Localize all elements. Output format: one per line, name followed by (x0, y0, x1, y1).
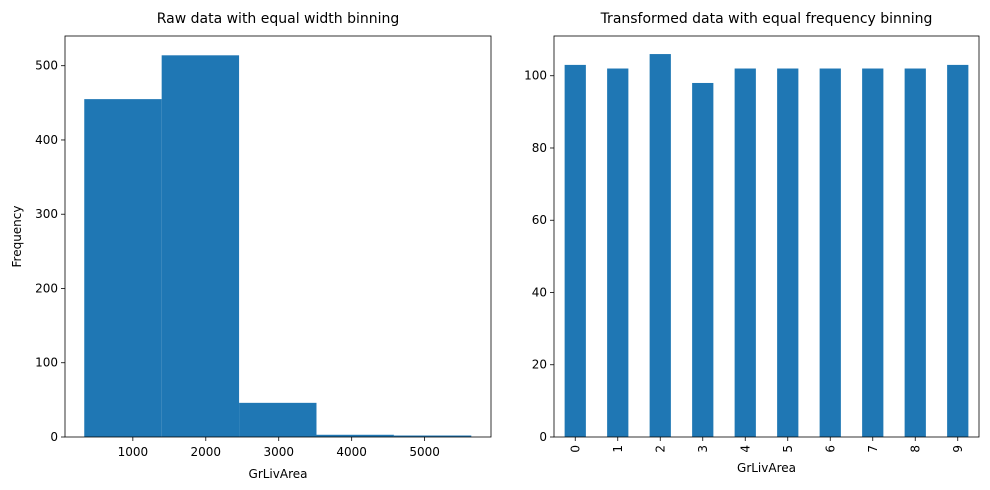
x-tick-label: 4000 (336, 445, 367, 459)
y-tick-label: 80 (532, 141, 547, 155)
x-tick-label: 3 (696, 445, 710, 453)
plot-frame (64, 35, 492, 438)
category-bar (819, 68, 841, 437)
y-axis-ticks: 0 20 40 60 80 100 (524, 69, 554, 444)
y-tick-label: 100 (35, 356, 58, 370)
y-axis-ticks: 0 100 200 300 400 500 (35, 59, 65, 444)
x-tick-label: 8 (908, 445, 922, 453)
category-bar (649, 54, 671, 438)
x-axis-ticks: 1000 2000 3000 4000 5000 (118, 437, 440, 459)
x-tick-label: 2 (653, 445, 667, 453)
y-tick-label: 300 (35, 207, 58, 221)
x-axis-label: GrLivArea (737, 461, 796, 475)
x-tick-label: 5 (781, 445, 795, 453)
x-tick-label: 2000 (191, 445, 222, 459)
y-tick-label: 60 (532, 213, 547, 227)
x-axis-ticks: 0 1 2 3 4 5 6 7 8 9 (568, 437, 965, 453)
category-bars (564, 54, 969, 438)
x-tick-label: 5000 (409, 445, 440, 459)
category-bar (607, 68, 629, 437)
y-tick-label: 400 (35, 133, 58, 147)
plot-frame (553, 35, 980, 438)
category-bar (692, 82, 714, 438)
chart-title: Raw data with equal width binning (157, 11, 400, 27)
x-axis-label: GrLivArea (249, 467, 308, 481)
x-tick-label: 3000 (263, 445, 294, 459)
x-tick-label: 0 (568, 445, 582, 453)
histogram-chart: Raw data with equal width binning 1000 20… (10, 11, 492, 481)
y-tick-label: 40 (532, 285, 547, 299)
category-bar (947, 64, 969, 437)
histogram-bars (84, 55, 472, 438)
y-tick-label: 200 (35, 281, 58, 295)
category-bar (862, 68, 884, 437)
x-tick-label: 4 (738, 445, 752, 453)
category-bar (904, 68, 926, 437)
y-tick-label: 0 (539, 430, 547, 444)
x-tick-label: 6 (823, 445, 837, 453)
y-tick-label: 20 (532, 358, 547, 372)
x-tick-label: 1 (611, 445, 625, 453)
chart-title: Transformed data with equal frequency bi… (600, 11, 933, 27)
category-bar (777, 68, 799, 437)
y-tick-label: 500 (35, 59, 58, 73)
y-tick-label: 0 (50, 430, 58, 444)
x-tick-label: 7 (866, 445, 880, 453)
histogram-bar (84, 99, 162, 438)
histogram-bar (393, 435, 472, 437)
x-tick-label: 1000 (118, 445, 149, 459)
y-axis-label: Frequency (10, 206, 24, 268)
histogram-bar (316, 434, 394, 437)
category-bar (734, 68, 756, 437)
x-tick-label: 9 (951, 445, 965, 453)
bar-chart: Transformed data with equal frequency bi… (524, 11, 980, 475)
histogram-bar (161, 55, 240, 438)
histogram-bar (239, 402, 317, 437)
y-tick-label: 100 (524, 69, 547, 83)
category-bar (564, 64, 586, 437)
